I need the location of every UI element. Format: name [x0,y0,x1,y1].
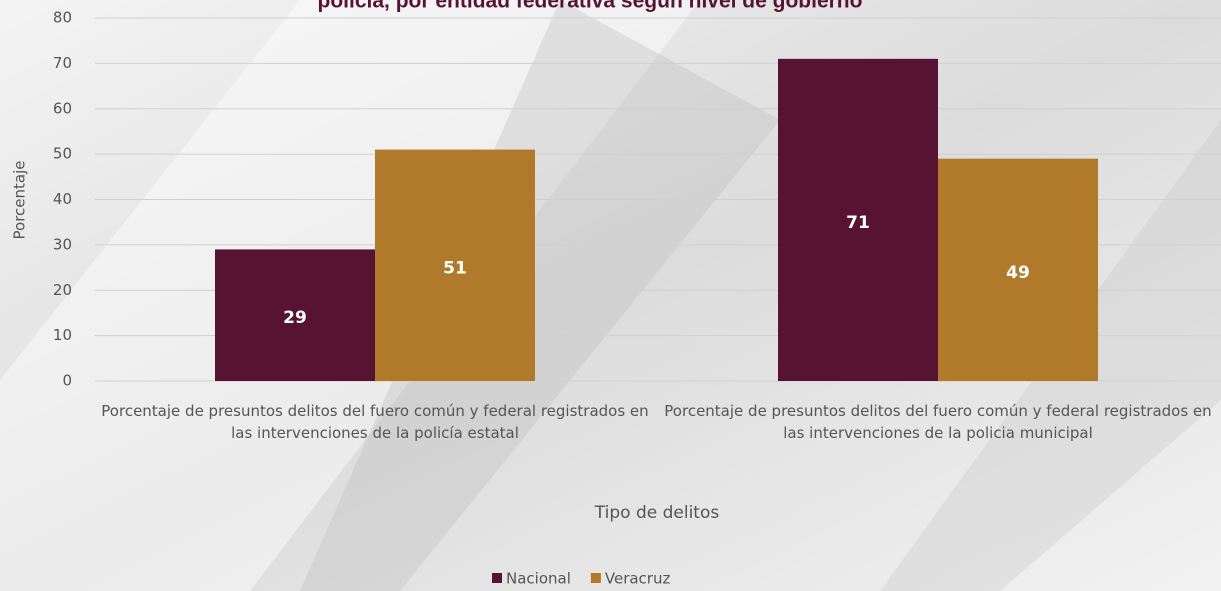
data-label: 29 [283,308,307,328]
y-tick-label: 40 [53,190,72,208]
y-tick-label: 20 [53,281,72,299]
y-tick-label: 70 [53,54,72,72]
data-label: 49 [1006,263,1030,283]
y-tick-label: 30 [53,235,72,253]
legend-label: Veracruz [605,570,671,588]
y-tick-label: 10 [53,326,72,344]
data-label: 71 [846,213,870,233]
y-tick-label: 0 [62,372,72,390]
x-tick-label: Porcentaje de presuntos delitos del fuer… [664,402,1212,442]
y-axis-title: Porcentaje [11,161,29,240]
y-tick-label: 50 [53,145,72,163]
legend-swatch [492,573,502,583]
y-tick-label: 60 [53,99,72,117]
bar [778,58,938,382]
legend-label: Nacional [506,570,571,588]
x-tick-label: Porcentaje de presuntos delitos del fuer… [101,402,649,442]
y-tick-label: 80 [53,9,72,27]
decor [300,0,780,591]
bar [215,249,375,381]
bar [938,158,1098,381]
legend-swatch [590,573,601,583]
bar [375,149,535,381]
x-axis-title: Tipo de delitos [594,503,720,523]
data-label: 51 [443,258,467,278]
chart-title: policía, por entidad federativa según ni… [318,0,863,13]
